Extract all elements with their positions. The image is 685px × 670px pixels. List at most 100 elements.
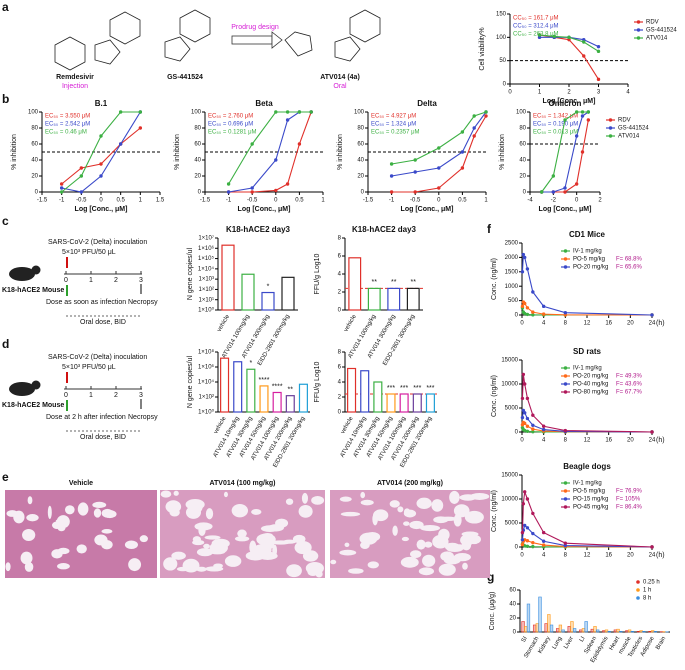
data-point: [523, 524, 526, 527]
y-tick-label: 60: [509, 588, 516, 594]
data-point: [60, 186, 63, 189]
data-point: [526, 397, 529, 400]
y-tick-label: 2: [338, 290, 342, 296]
annotation: EC₅₀ = 2.760 μM: [208, 114, 253, 120]
alveolus: [286, 564, 302, 577]
data-point: [286, 182, 289, 185]
y-axis-label: % inhibition: [499, 134, 506, 170]
x-tick-label: SI: [521, 636, 529, 644]
data-point: [298, 110, 301, 113]
alveolus: [232, 504, 248, 517]
data-point: [521, 543, 524, 546]
annotation: CC₅₀ = 312.4 μM: [513, 24, 559, 30]
y-tick-label: 20: [194, 174, 201, 180]
alveolus: [419, 567, 434, 575]
series-line: [392, 112, 486, 164]
protocol-text: Dose as soon as infection: [46, 299, 126, 306]
timeline-day: 2: [114, 277, 118, 284]
data-point: [531, 532, 534, 535]
data-point: [582, 54, 585, 57]
x-axis-label: (h): [656, 552, 665, 559]
alveolus: [25, 562, 34, 572]
data-point: [437, 166, 440, 169]
significance: **: [391, 279, 397, 286]
bar: [617, 629, 620, 632]
legend-marker: [564, 374, 567, 377]
ring: [335, 37, 360, 61]
y-axis-label: N gene copies/ul: [187, 247, 194, 300]
alveolus: [345, 543, 350, 547]
legend-label: PO-5 mg/kg: [573, 489, 605, 495]
alveolus: [186, 499, 205, 510]
data-point: [582, 40, 585, 43]
data-point: [531, 512, 534, 515]
data-point: [650, 430, 653, 433]
y-tick-label: 40: [194, 158, 201, 164]
data-point: [437, 146, 440, 149]
data-point: [523, 302, 526, 305]
x-tick-label: 4: [542, 438, 546, 444]
alveolus: [192, 540, 204, 545]
x-tick-label: 4: [626, 90, 630, 96]
data-point: [521, 538, 524, 541]
bar: [614, 630, 617, 632]
legend-label: PO-45 mg/kg: [573, 505, 608, 511]
alveolus: [410, 550, 421, 558]
data-point: [581, 110, 584, 113]
y-axis-label: % inhibition: [11, 134, 18, 170]
y-axis-label: Conc. (ng/ml): [491, 490, 498, 532]
x-tick-label: 4: [542, 553, 546, 559]
y-tick-label: 40: [509, 602, 516, 608]
legend-marker: [564, 481, 567, 484]
legend-label: ATV014: [618, 134, 640, 140]
y-tick-label: 20: [519, 174, 526, 180]
x-tick-label: 24: [649, 321, 656, 327]
bar: [628, 630, 631, 632]
alveolus: [431, 499, 443, 512]
arrow-head: [272, 32, 282, 48]
x-tick-label: -0.5: [410, 198, 421, 204]
bar: [426, 394, 434, 412]
bar: [387, 394, 395, 412]
data-point: [531, 290, 534, 293]
bar: [234, 362, 242, 412]
bar: [522, 622, 525, 633]
data-point: [473, 126, 476, 129]
x-tick-label: 0.5: [458, 198, 467, 204]
data-point: [414, 190, 417, 193]
significance: ****: [272, 383, 283, 390]
y-tick-label: 6: [338, 365, 342, 371]
legend-marker: [564, 497, 567, 500]
y-tick-label: 80: [357, 126, 364, 132]
legend-label: IV-1 mg/kg: [573, 366, 602, 372]
bar: [559, 625, 562, 632]
y-tick-label: 1×10⁸: [198, 349, 215, 356]
data-point: [526, 430, 529, 433]
x-tick-label: vehicle: [343, 313, 358, 333]
alveolus: [440, 551, 454, 561]
data-point: [139, 126, 142, 129]
legend-label: PO-5 mg/kg: [573, 257, 605, 263]
alveolus: [57, 548, 69, 554]
data-point: [542, 543, 545, 546]
data-point: [581, 114, 584, 117]
alveolus: [205, 566, 223, 571]
x-tick-label: 1: [484, 198, 488, 204]
bioavailability: F= 86.4%: [616, 505, 643, 511]
x-tick-label: -1: [389, 198, 395, 204]
protocol-text: Necropsy: [128, 414, 158, 421]
x-tick-label: 20: [627, 553, 634, 559]
bar: [247, 369, 255, 412]
legend-marker: [564, 265, 567, 268]
bar: [524, 626, 527, 632]
y-tick-label: 40: [357, 158, 364, 164]
y-tick-label: 0: [338, 410, 342, 416]
alveolus: [6, 510, 18, 517]
bioavailability: F= 105%: [616, 497, 641, 503]
bioavailability: F= 76.9%: [616, 489, 643, 495]
data-point: [531, 310, 534, 313]
data-point: [564, 311, 567, 314]
x-tick-label: 2: [567, 90, 571, 96]
bar: [536, 624, 539, 632]
